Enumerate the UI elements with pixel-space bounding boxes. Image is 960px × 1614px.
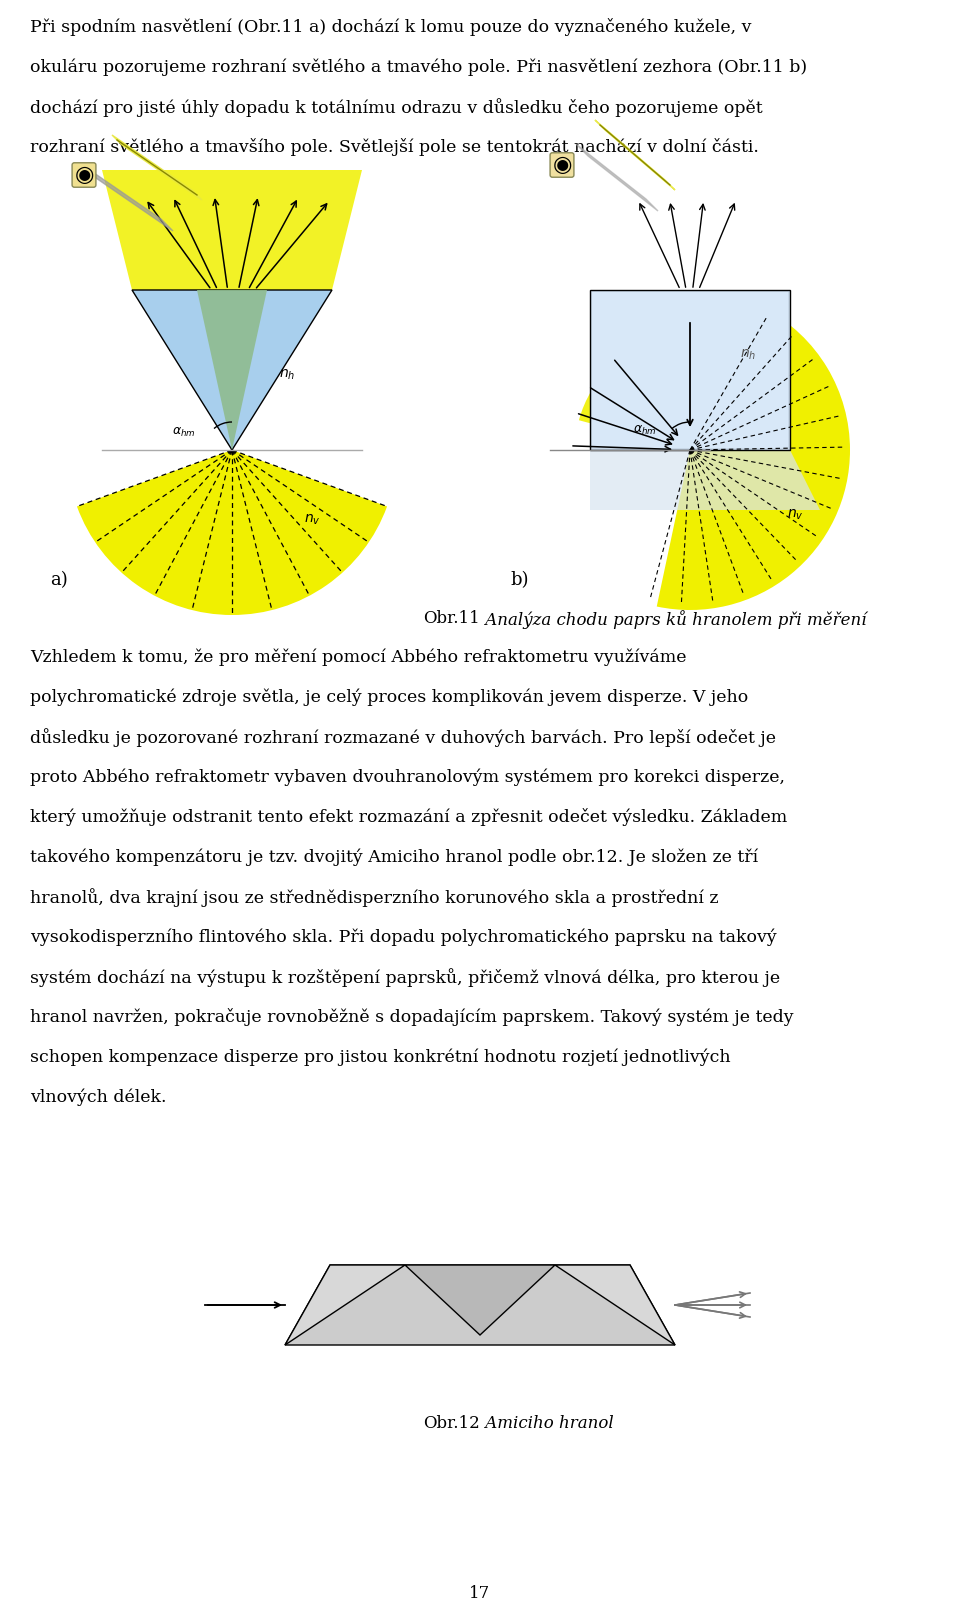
Text: ◉: ◉ bbox=[552, 155, 572, 174]
Text: Vzhledem k tomu, že pro měření pomocí Abbého refraktometru využíváme: Vzhledem k tomu, že pro měření pomocí Ab… bbox=[30, 647, 686, 665]
Polygon shape bbox=[595, 119, 675, 190]
Text: okuláru pozorujeme rozhraní světlého a tmavého pole. Při nasvětlení zezhora (Obr: okuláru pozorujeme rozhraní světlého a t… bbox=[30, 58, 807, 76]
Text: Amiciho hranol: Amiciho hranol bbox=[480, 1415, 613, 1432]
Polygon shape bbox=[81, 165, 173, 231]
Text: Obr.11: Obr.11 bbox=[423, 610, 480, 626]
Polygon shape bbox=[285, 1265, 675, 1344]
Text: a): a) bbox=[50, 571, 68, 589]
Polygon shape bbox=[405, 1265, 555, 1335]
Text: $n_h$: $n_h$ bbox=[740, 347, 756, 362]
Polygon shape bbox=[197, 291, 267, 450]
Text: $n_h$: $n_h$ bbox=[278, 368, 295, 383]
Text: proto Abbého refraktometr vybaven dvouhranolovým systémem pro korekci disperze,: proto Abbého refraktometr vybaven dvouhr… bbox=[30, 768, 785, 786]
Wedge shape bbox=[77, 450, 387, 615]
Polygon shape bbox=[590, 450, 820, 510]
Text: $\alpha_{hm}$: $\alpha_{hm}$ bbox=[172, 426, 196, 439]
Wedge shape bbox=[690, 308, 850, 450]
Text: $n_v$: $n_v$ bbox=[303, 513, 321, 528]
Text: Při spodním nasvětlení (Obr.11 a) dochází k lomu pouze do vyznačeného kužele, v: Při spodním nasvětlení (Obr.11 a) docház… bbox=[30, 18, 752, 36]
Text: ◉: ◉ bbox=[74, 165, 94, 186]
Text: $\alpha_{hm}$: $\alpha_{hm}$ bbox=[634, 423, 657, 436]
Polygon shape bbox=[112, 136, 202, 200]
Text: důsledku je pozorované rozhraní rozmazané v duhových barvách. Pro lepší odečet j: důsledku je pozorované rozhraní rozmazan… bbox=[30, 728, 776, 747]
Polygon shape bbox=[285, 1265, 405, 1344]
Bar bbox=[590, 291, 790, 450]
Polygon shape bbox=[102, 169, 362, 291]
Polygon shape bbox=[576, 144, 658, 211]
Text: dochází pro jisté úhly dopadu k totálnímu odrazu v důsledku čeho pozorujeme opět: dochází pro jisté úhly dopadu k totálním… bbox=[30, 98, 762, 116]
Text: polychromatické zdroje světla, je celý proces komplikován jevem disperze. V jeho: polychromatické zdroje světla, je celý p… bbox=[30, 688, 748, 705]
Text: Obr.12: Obr.12 bbox=[423, 1415, 480, 1432]
Text: 17: 17 bbox=[469, 1585, 491, 1603]
Text: b): b) bbox=[510, 571, 529, 589]
Text: schopen kompenzace disperze pro jistou konkrétní hodnotu rozjetí jednotlivých: schopen kompenzace disperze pro jistou k… bbox=[30, 1047, 731, 1065]
Text: systém dochází na výstupu k rozštěpení paprsků, přičemž vlnová délka, pro kterou: systém dochází na výstupu k rozštěpení p… bbox=[30, 968, 780, 986]
Text: vlnových délek.: vlnových délek. bbox=[30, 1088, 166, 1106]
Text: Analýza chodu paprs ků hranolem při měření: Analýza chodu paprs ků hranolem při měře… bbox=[480, 610, 867, 629]
Text: hranol navržen, pokračuje rovnoběžně s dopadajícím paprskem. Takový systém je te: hranol navržen, pokračuje rovnoběžně s d… bbox=[30, 1009, 794, 1027]
Text: vysokodisperzního flintového skla. Při dopadu polychromatického paprsku na takov: vysokodisperzního flintového skla. Při d… bbox=[30, 928, 777, 946]
Polygon shape bbox=[132, 291, 332, 450]
Text: $n_v$: $n_v$ bbox=[786, 508, 804, 523]
Text: který umožňuje odstranit tento efekt rozmazání a zpřesnit odečet výsledku. Zákla: který umožňuje odstranit tento efekt roz… bbox=[30, 809, 787, 826]
Wedge shape bbox=[657, 450, 850, 610]
Text: takového kompenzátoru je tzv. dvojitý Amiciho hranol podle obr.12. Je složen ze : takového kompenzátoru je tzv. dvojitý Am… bbox=[30, 847, 758, 865]
Polygon shape bbox=[555, 1265, 675, 1344]
Text: hranolů, dva krajní jsou ze střednědisperzního korunového skla a prostřední z: hranolů, dva krajní jsou ze střednědispe… bbox=[30, 888, 718, 907]
Bar bbox=[592, 292, 788, 449]
Wedge shape bbox=[579, 337, 690, 450]
Text: rozhraní světlého a tmavšího pole. Světlejší pole se tentokrát nachází v dolní č: rozhraní světlého a tmavšího pole. Světl… bbox=[30, 139, 758, 157]
